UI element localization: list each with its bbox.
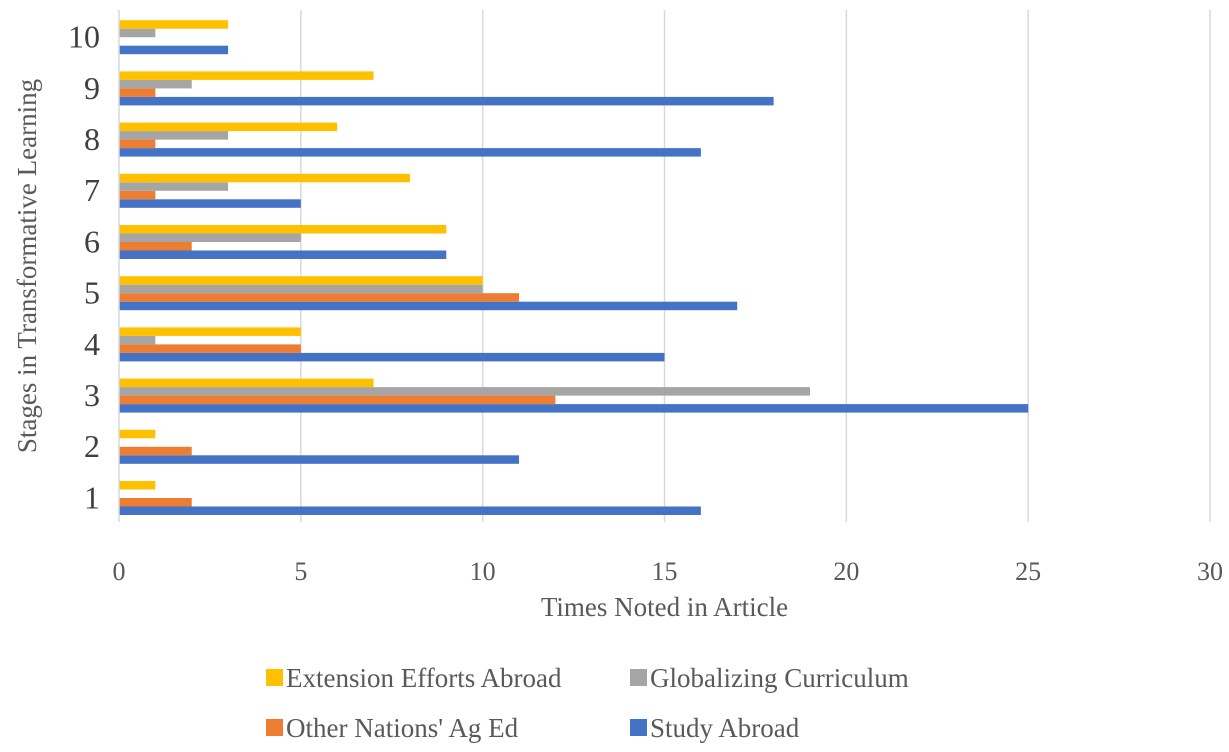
legend-label-extension-efforts-abroad: Extension Efforts Abroad xyxy=(286,663,562,693)
bars xyxy=(119,20,1029,515)
x-axis-title: Times Noted in Article xyxy=(541,592,788,622)
bar-globalizing-curriculum-10 xyxy=(119,28,156,38)
legend-swatch-globalizing-curriculum xyxy=(630,669,647,686)
axes: 0 5 10 15 20 25 30 1 2 3 4 5 6 7 8 9 10 xyxy=(68,10,1223,586)
bar-study-abroad-5 xyxy=(119,301,738,311)
y-tick-label-6: 6 xyxy=(84,223,100,259)
bar-extension-efforts-abroad-6 xyxy=(119,225,447,234)
legend-swatch-extension-efforts-abroad xyxy=(266,669,283,686)
bar-other-nations-ag-ed-5 xyxy=(119,293,520,302)
y-tick-label-9: 9 xyxy=(84,70,100,106)
bar-study-abroad-1 xyxy=(119,506,701,515)
bar-extension-efforts-abroad-7 xyxy=(119,173,410,183)
x-tick-label-20: 20 xyxy=(833,557,859,586)
y-tick-label-3: 3 xyxy=(84,377,100,413)
legend-swatch-other-nations-ag-ed xyxy=(266,719,283,736)
x-tick-label-10: 10 xyxy=(470,557,496,586)
bar-extension-efforts-abroad-1 xyxy=(119,481,156,490)
bar-other-nations-ag-ed-9 xyxy=(119,88,156,97)
bar-study-abroad-6 xyxy=(119,250,447,259)
y-tick-label-1: 1 xyxy=(84,479,100,515)
legend-swatch-study-abroad xyxy=(630,719,647,736)
bar-other-nations-ag-ed-3 xyxy=(119,395,556,405)
x-tick-label-0: 0 xyxy=(113,557,126,586)
x-tick-label-25: 25 xyxy=(1015,557,1041,586)
bar-other-nations-ag-ed-8 xyxy=(119,139,156,149)
y-tick-label-10: 10 xyxy=(68,19,100,55)
bar-globalizing-curriculum-7 xyxy=(119,182,229,191)
bar-study-abroad-2 xyxy=(119,455,520,464)
legend-label-globalizing-curriculum: Globalizing Curriculum xyxy=(650,663,909,693)
legend: Extension Efforts Abroad Globalizing Curr… xyxy=(266,663,909,743)
bar-extension-efforts-abroad-4 xyxy=(119,327,301,336)
bar-study-abroad-7 xyxy=(119,199,301,208)
y-tick-label-5: 5 xyxy=(84,275,100,311)
bar-study-abroad-8 xyxy=(119,148,701,157)
bar-extension-efforts-abroad-8 xyxy=(119,122,338,132)
bar-study-abroad-4 xyxy=(119,352,665,362)
y-tick-label-7: 7 xyxy=(84,172,100,208)
bar-globalizing-curriculum-4 xyxy=(119,335,156,345)
bar-extension-efforts-abroad-5 xyxy=(119,276,483,285)
y-tick-label-8: 8 xyxy=(84,121,100,157)
bar-study-abroad-3 xyxy=(119,404,1029,413)
bar-globalizing-curriculum-8 xyxy=(119,131,229,140)
y-axis-title: Stages in Transformative Learning xyxy=(12,79,42,453)
bar-extension-efforts-abroad-2 xyxy=(119,429,156,439)
bar-other-nations-ag-ed-2 xyxy=(119,446,192,456)
bar-other-nations-ag-ed-1 xyxy=(119,498,192,507)
bar-other-nations-ag-ed-6 xyxy=(119,242,192,251)
legend-label-other-nations-ag-ed: Other Nations' Ag Ed xyxy=(286,713,519,743)
bar-other-nations-ag-ed-7 xyxy=(119,190,156,200)
bar-globalizing-curriculum-5 xyxy=(119,284,483,294)
x-tick-label-5: 5 xyxy=(294,557,307,586)
bar-globalizing-curriculum-3 xyxy=(119,387,810,396)
legend-label-study-abroad: Study Abroad xyxy=(650,713,800,743)
bar-globalizing-curriculum-6 xyxy=(119,233,301,242)
bar-extension-efforts-abroad-10 xyxy=(119,20,229,29)
bar-study-abroad-9 xyxy=(119,96,774,106)
gridlines xyxy=(300,10,1211,522)
y-tick-label-2: 2 xyxy=(84,428,100,464)
x-tick-label-15: 15 xyxy=(652,557,678,586)
bar-globalizing-curriculum-9 xyxy=(119,79,192,89)
bar-extension-efforts-abroad-9 xyxy=(119,71,374,80)
bar-extension-efforts-abroad-3 xyxy=(119,378,374,388)
y-tick-label-4: 4 xyxy=(84,326,100,362)
x-tick-label-30: 30 xyxy=(1197,557,1223,586)
bar-study-abroad-10 xyxy=(119,45,229,55)
bar-other-nations-ag-ed-4 xyxy=(119,344,301,353)
